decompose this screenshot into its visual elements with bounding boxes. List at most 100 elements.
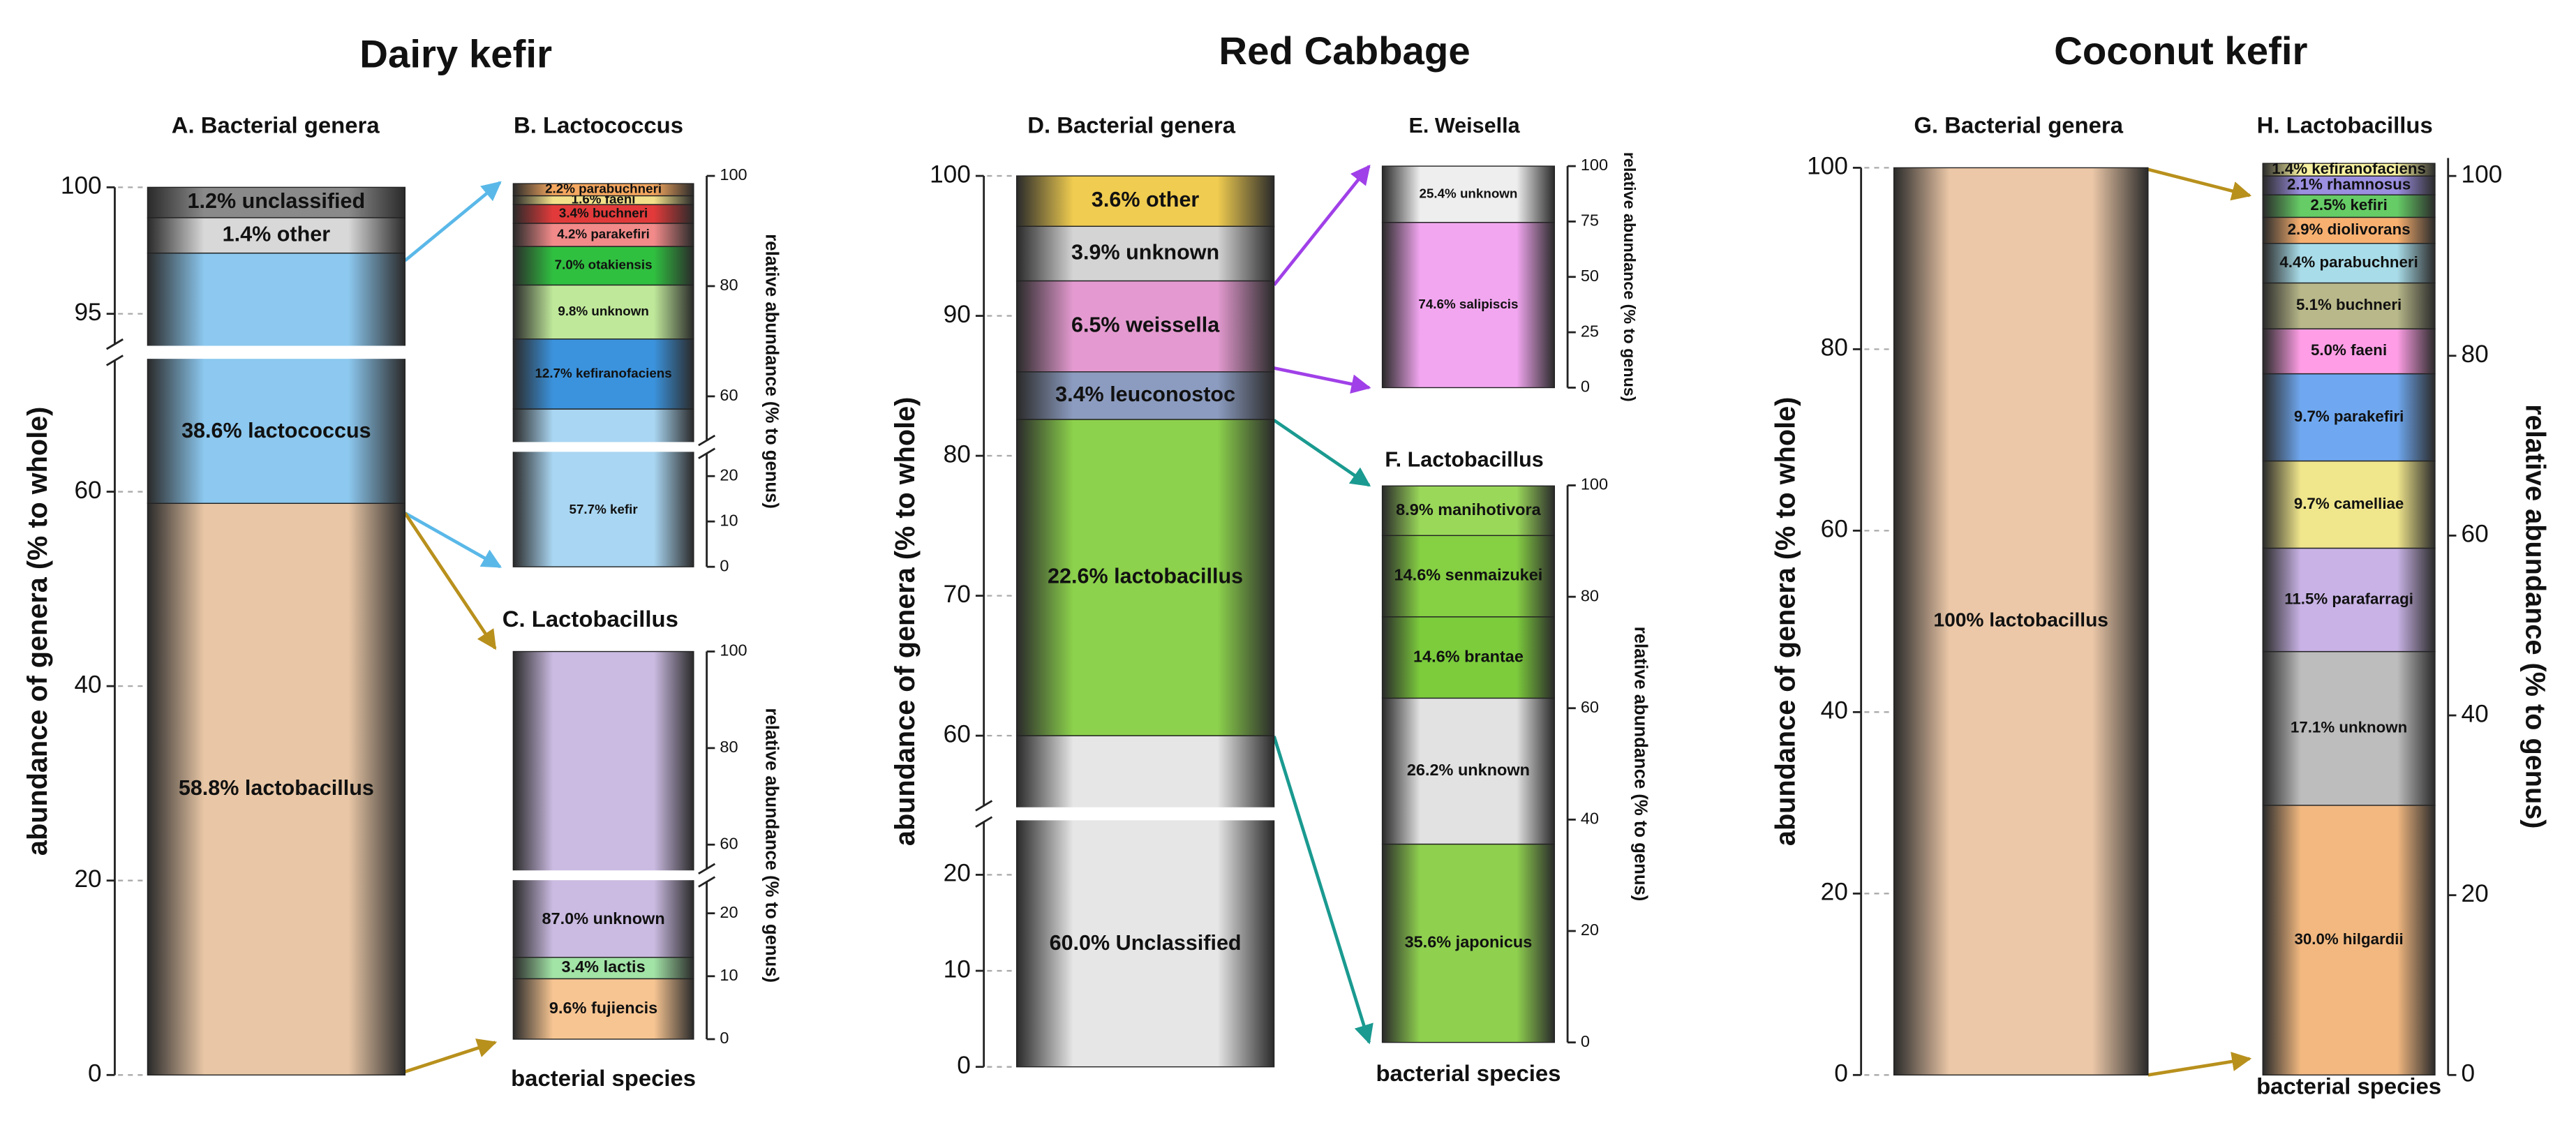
segment-label: 17.1% unknown [2291,719,2407,736]
x-axis-label: bacterial species [2256,1073,2441,1099]
y-tick-label: 0 [957,1052,971,1079]
y-tick-label: 100 [930,161,971,188]
chart-title: G. Bacterial genera [1914,112,2123,138]
y-tick-label: 60 [1581,698,1599,716]
bar-segment [2262,650,2436,806]
y-tick-label: 100 [1581,475,1608,493]
bar-segment [2262,194,2436,218]
bar-segment [1015,225,1275,282]
bar-segment [147,502,406,1076]
y-tick-label: 100 [61,172,102,200]
y-tick-label: 20 [720,466,738,484]
segment-label: 2.1% rhamnosus [2287,176,2411,193]
segment-label: 60.0% Unclassified [1050,931,1242,955]
y-tick-label: 100 [2462,161,2503,188]
y-axis-label: abundance of genera (% to whole) [1770,397,1801,846]
bar-segment [512,978,694,1040]
break-mark [698,863,716,875]
y-tick-label: 80 [1821,334,1848,362]
segment-label: 25.4% unknown [1419,186,1517,200]
y-tick-label: 20 [1821,879,1848,906]
bar-segment [2262,282,2436,329]
bar-segment [1893,167,2149,1076]
y-axis-label: relative abundance (% to genus) [1621,152,1639,402]
panel-title: Coconut kefir [2054,29,2307,73]
x-axis-label: bacterial species [1376,1060,1561,1086]
bar-segment [1381,221,1555,389]
bar-segment [1015,280,1275,373]
y-tick-label: 40 [2462,700,2489,727]
bar-segment [2262,175,2436,195]
y-tick-label: 20 [944,860,971,887]
chart: G. Bacterial genera abundance of genera (… [1770,112,2149,1087]
y-tick-label: 80 [1581,586,1599,604]
y-tick-label: 60 [720,835,738,853]
bar-segment [512,408,694,567]
segment-label: 87.0% unknown [542,909,665,928]
y-axis-label: relative abundance (% to genus) [761,234,781,509]
bar-segment [512,650,694,958]
chart-title: B. Lactococcus [514,112,683,138]
bar-segment [2262,163,2436,177]
y-tick-label: 0 [1581,378,1590,396]
bar-segment [512,338,694,410]
bar-segment [1015,175,1275,227]
chart: F. Lactobacillus relative abundance (% to… [1376,448,1650,1086]
y-tick-label: 10 [720,511,738,529]
connector [1272,736,1373,1045]
segment-label: 12.7% kefiranofaciens [535,366,671,380]
y-tick-label: 80 [2462,341,2489,368]
bar-segment [1015,735,1275,1068]
bar-segment [1381,616,1555,699]
y-axis-label: abundance of genera (% to whole) [22,407,53,856]
segment-label: 8.9% manihotivora [1396,500,1541,519]
segment-label: 1.4% kefiranofaciens [2272,160,2426,177]
segment-label: 4.2% parakefiri [557,227,650,241]
segment-label: 5.0% faeni [2311,341,2387,359]
break-mark [105,338,124,350]
connector [1273,419,1371,487]
bar-segment [1381,485,1555,537]
y-tick-label: 40 [74,671,101,698]
y-tick-label: 0 [1581,1032,1590,1050]
bar-segment [512,246,694,286]
connector [404,512,502,569]
segment-label: 9.8% unknown [558,304,648,318]
y-axis-label: abundance of genera (% to whole) [890,397,921,846]
y-tick-label: 75 [1581,211,1599,230]
bar-segment [147,186,406,218]
connector [2147,1052,2252,1077]
axis-break [101,345,409,359]
bar-segment [2262,373,2436,462]
axis-break [970,807,1278,821]
segment-label: 26.2% unknown [1407,761,1530,779]
y-tick-label: 20 [2462,880,2489,907]
bar-segment [2262,243,2436,284]
y-tick-label: 10 [944,955,971,983]
bar-segment [1381,697,1555,845]
y-tick-label: 60 [74,477,101,504]
break-mark [698,434,716,447]
chart-title: H. Lactobacillus [2257,112,2433,138]
segment-label: 2.2% parabuchneri [545,181,662,196]
y-tick-label: 60 [1821,516,1848,543]
y-tick-label: 100 [720,165,747,184]
y-tick-label: 40 [1581,810,1599,828]
segment-label: 4.4% parabuchneri [2279,253,2418,271]
connector [404,1038,498,1073]
segment-label: 3.4% lactis [562,958,646,976]
chart-title: A. Bacterial genera [172,112,380,138]
segment-label: 14.6% brantae [1413,647,1524,665]
chart: D. Bacterial genera abundance of genera (… [890,112,1278,1079]
y-tick-label: 60 [720,386,738,404]
connectors [403,164,2252,1077]
y-tick-label: 100 [720,641,747,660]
segment-label: 3.9% unknown [1071,240,1219,264]
y-tick-label: 0 [2462,1060,2476,1087]
bar-segment [512,957,694,980]
segment-label: 30.0% hilgardii [2294,930,2403,948]
break-mark [105,355,124,366]
y-axis-label: relative abundance (% to genus) [2519,404,2550,828]
segment-label: 9.6% fujiencis [549,999,657,1017]
